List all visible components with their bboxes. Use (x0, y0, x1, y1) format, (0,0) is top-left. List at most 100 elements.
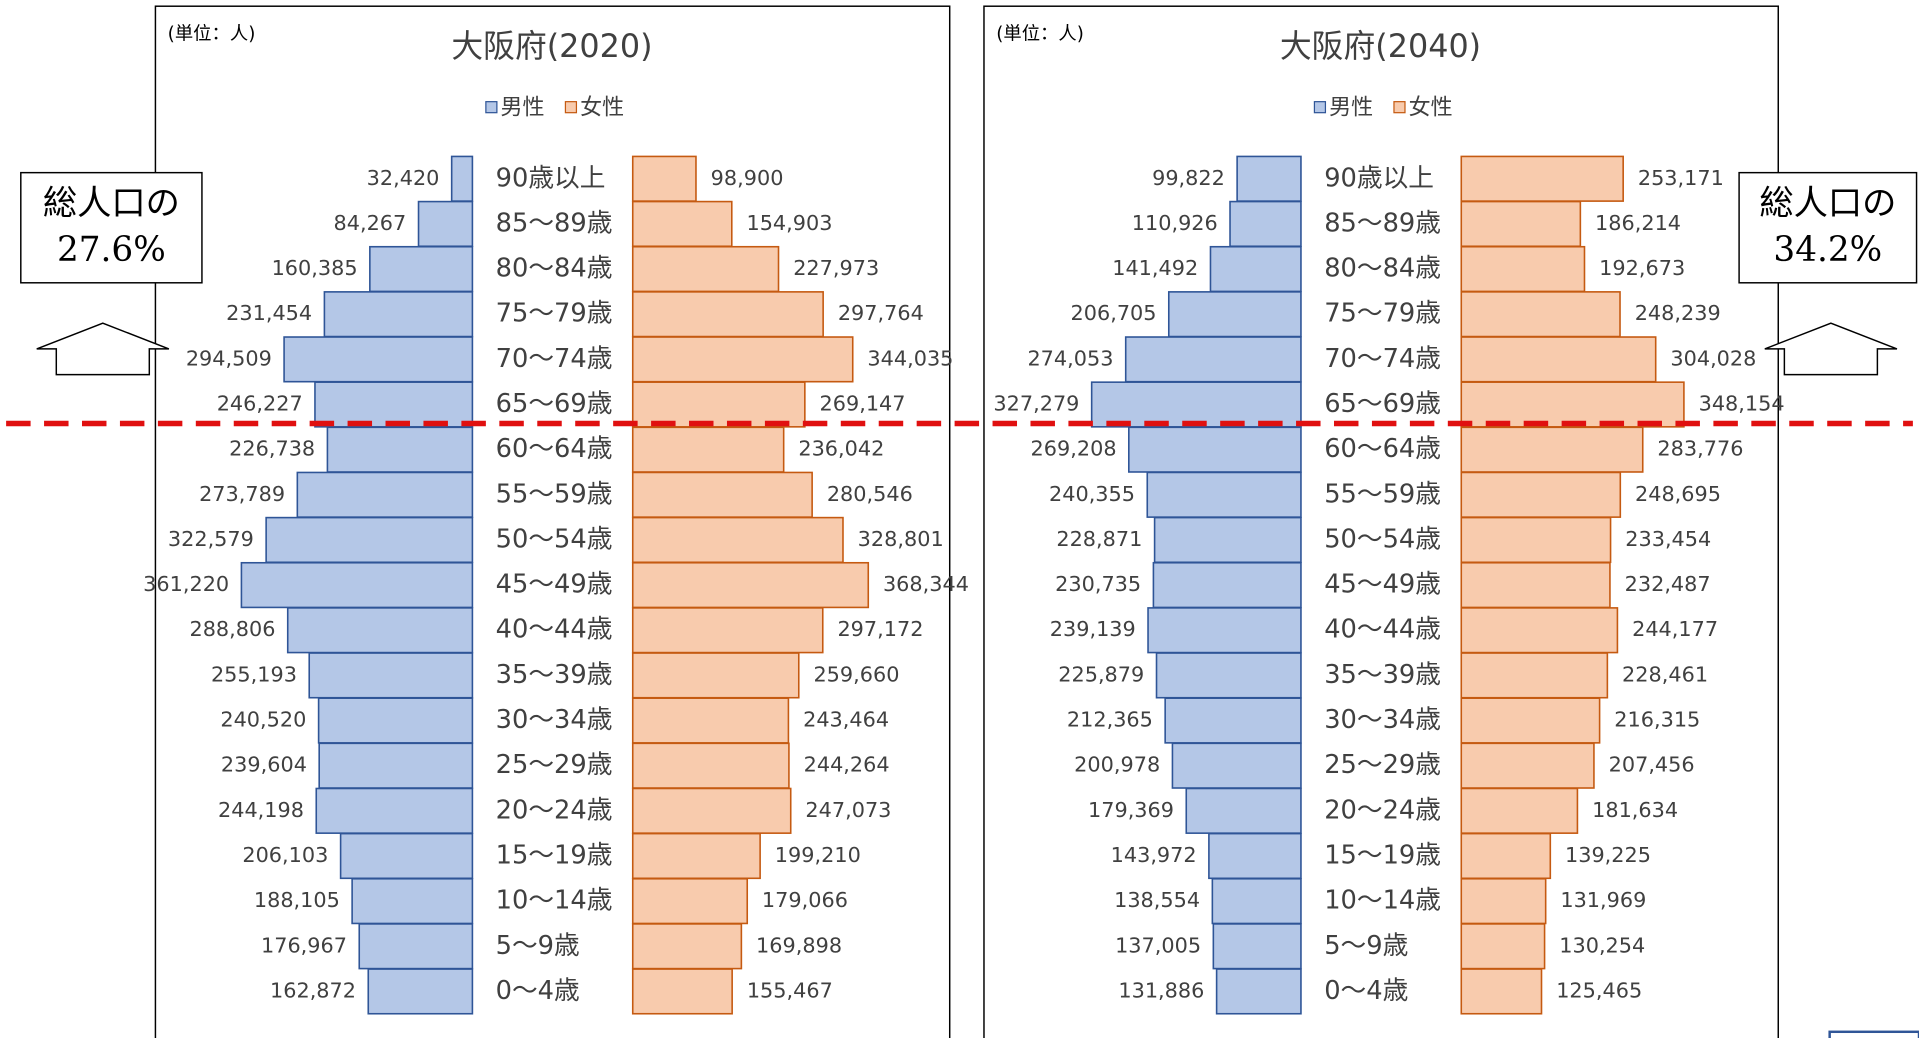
value-label: 179,066 (762, 888, 848, 912)
bar-male (308, 652, 474, 699)
value-label: 288,806 (189, 617, 275, 641)
value-label: 233,454 (1625, 527, 1711, 551)
value-label: 154,903 (746, 211, 832, 235)
annotation-text: 27.6% (57, 230, 166, 270)
arrow (1764, 322, 1898, 376)
annotation-box (1738, 171, 1918, 284)
bar-female (631, 742, 790, 789)
value-label: 283,776 (1657, 437, 1743, 461)
category-label: 30～34歳 (496, 705, 613, 735)
category-label: 85～89歳 (1324, 208, 1441, 238)
bar-female (1460, 877, 1547, 925)
bar-female (631, 245, 780, 293)
value-label: 280,546 (827, 482, 913, 506)
bar-female (1460, 742, 1595, 789)
category-label: 40～44歳 (1324, 615, 1441, 645)
value-label: 327,279 (993, 392, 1079, 416)
bar-male (296, 471, 474, 518)
legend-swatch (1313, 101, 1327, 114)
bar-female (1460, 200, 1582, 248)
category-label: 50～54歳 (496, 524, 613, 554)
bar-female (631, 200, 733, 248)
bar-female (1460, 697, 1601, 744)
bar-female (631, 516, 844, 564)
bar-male (1208, 832, 1302, 880)
category-label: 35～39歳 (496, 660, 613, 690)
legend-label: 男性 (501, 95, 545, 120)
category-label: 25～29歳 (1324, 750, 1441, 780)
value-label: 169,898 (756, 933, 842, 957)
bar-female (1460, 787, 1579, 834)
value-label: 98,900 (711, 166, 784, 190)
bar-male (1209, 245, 1302, 293)
category-label: 90歳以上 (1324, 163, 1434, 193)
bar-female (1460, 381, 1685, 428)
value-label: 230,735 (1055, 572, 1141, 596)
unit-label: (単位：人) (168, 23, 256, 44)
bar-male (1147, 607, 1302, 654)
category-label: 35～39歳 (1324, 660, 1441, 690)
value-label: 259,660 (813, 662, 899, 686)
category-label: 30～34歳 (1324, 705, 1441, 735)
bar-female (631, 291, 824, 338)
bar-female (631, 652, 800, 699)
bar-male (315, 787, 474, 834)
bar-male (1146, 471, 1302, 518)
value-label: 232,487 (1625, 572, 1711, 596)
category-label: 25～29歳 (496, 750, 613, 780)
value-label: 131,969 (1560, 888, 1646, 912)
value-label: 244,177 (1632, 617, 1718, 641)
value-label: 131,886 (1118, 978, 1204, 1002)
bar-male (1128, 426, 1302, 473)
bar-female (631, 471, 813, 518)
value-label: 274,053 (1027, 346, 1113, 370)
value-label: 186,214 (1595, 211, 1681, 235)
value-label: 155,467 (747, 978, 833, 1002)
bar-female (631, 607, 824, 654)
value-label: 199,210 (775, 843, 861, 867)
category-label: 10～14歳 (496, 886, 613, 916)
bar-male (417, 200, 474, 248)
value-label: 99,822 (1152, 166, 1225, 190)
value-label: 130,254 (1559, 933, 1645, 957)
panel-frame (154, 5, 951, 1038)
value-label: 248,239 (1635, 301, 1721, 325)
bar-male (1171, 742, 1302, 789)
value-label: 297,764 (838, 301, 924, 325)
category-label: 70～74歳 (1324, 344, 1441, 374)
bar-male (1211, 877, 1302, 925)
category-label: 65～69歳 (496, 389, 613, 419)
legend-label: 女性 (1409, 95, 1453, 120)
category-label: 75～79歳 (496, 299, 613, 329)
value-label: 160,385 (272, 256, 358, 280)
value-label: 212,365 (1067, 708, 1153, 732)
value-label: 226,738 (229, 437, 315, 461)
bar-female (631, 832, 761, 880)
bar-female (631, 426, 785, 473)
value-label: 84,267 (334, 211, 407, 235)
value-label: 368,344 (883, 572, 969, 596)
chart-title: 大阪府(2040) (1280, 27, 1481, 65)
bar-male (1167, 291, 1302, 338)
bar-male (283, 336, 474, 383)
category-label: 45～49歳 (1324, 570, 1441, 600)
category-label: 0～4歳 (1324, 976, 1408, 1006)
category-label: 70～74歳 (496, 344, 613, 374)
bar-male (326, 426, 474, 473)
value-label: 244,264 (804, 753, 890, 777)
bar-male (358, 923, 474, 970)
bar-female (631, 697, 790, 744)
value-label: 248,695 (1635, 482, 1721, 506)
value-label: 32,420 (367, 166, 440, 190)
value-label: 294,509 (186, 346, 272, 370)
bar-male (318, 742, 474, 789)
value-label: 236,042 (798, 437, 884, 461)
bar-male (1185, 787, 1302, 834)
unit-label: (単位：人) (996, 23, 1084, 44)
category-label: 65～69歳 (1324, 389, 1441, 419)
value-label: 206,103 (242, 843, 328, 867)
bar-male (450, 155, 474, 202)
value-label: 246,227 (217, 392, 303, 416)
bar-male (1124, 336, 1302, 383)
category-label: 5～9歳 (1324, 931, 1408, 961)
